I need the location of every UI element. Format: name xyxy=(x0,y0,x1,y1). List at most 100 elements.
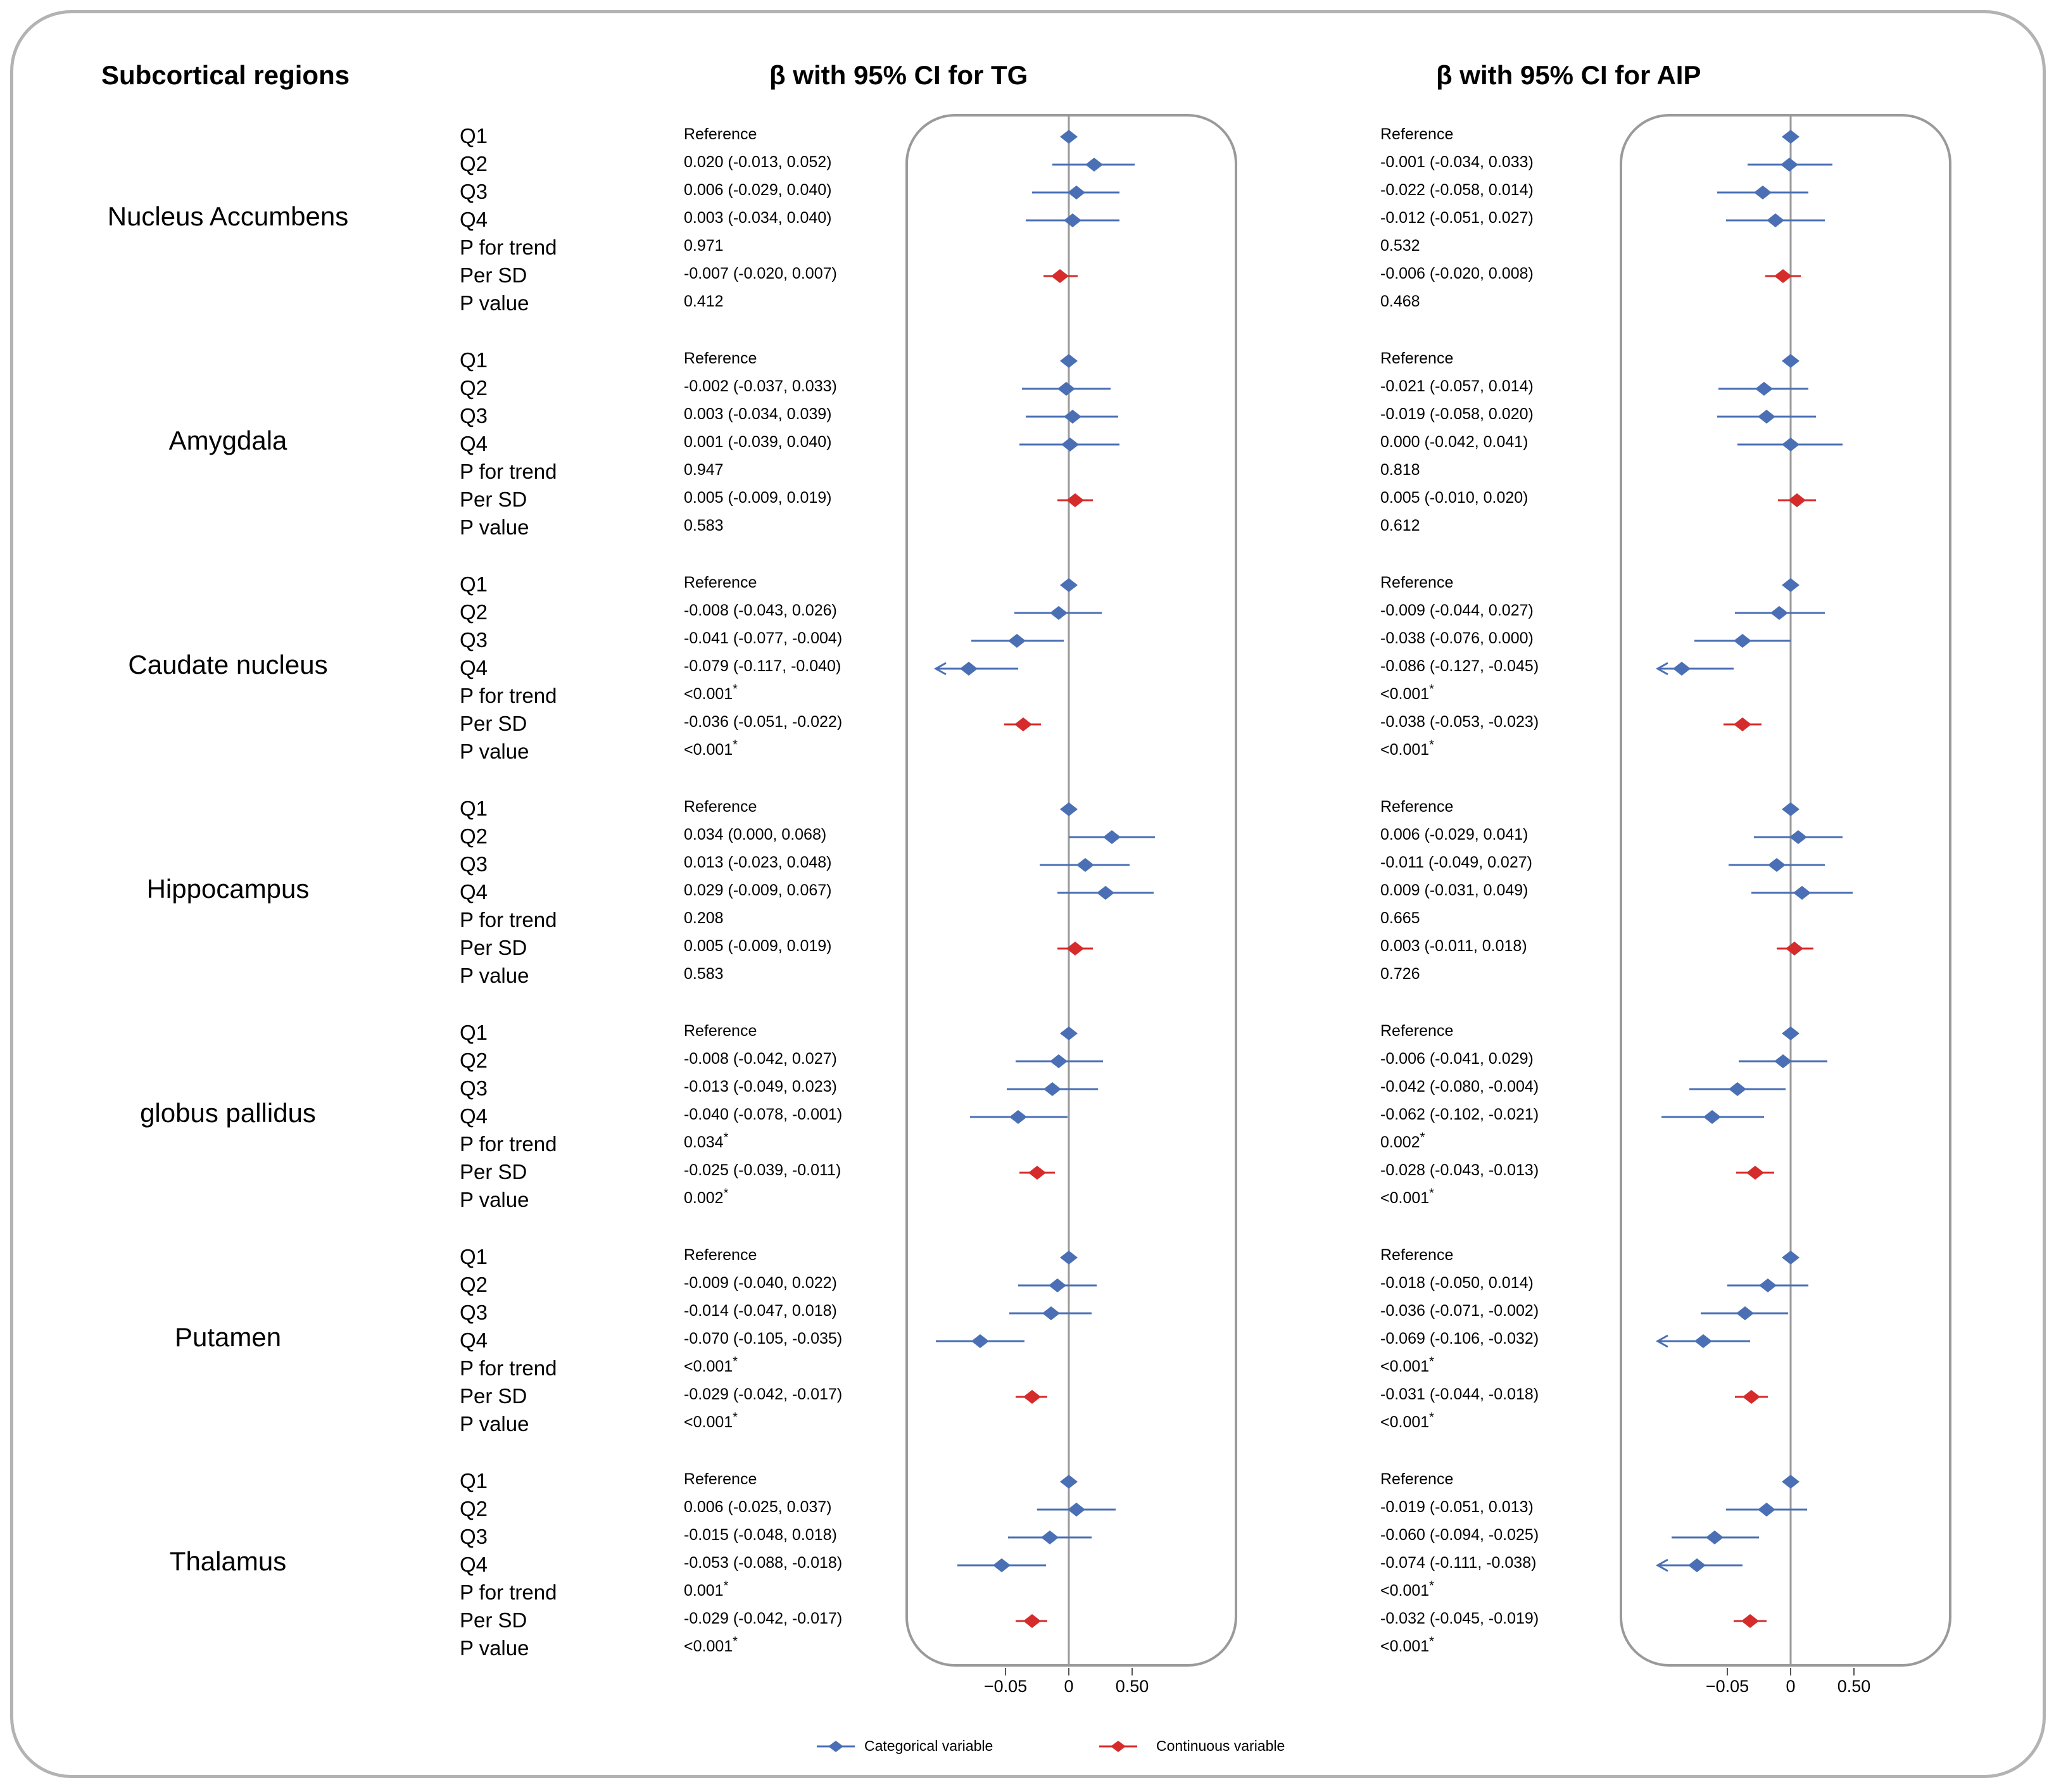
tg-value-text: Reference xyxy=(684,1470,757,1488)
aip-continuous-estimate xyxy=(1736,1166,1774,1180)
tg-tick-label: −0.05 xyxy=(983,1677,1028,1696)
aip-categorical-estimate xyxy=(1782,1026,1799,1040)
estimate-diamond xyxy=(971,1334,989,1348)
estimate-diamond xyxy=(1782,1026,1799,1040)
tg-categorical-estimate xyxy=(1060,1475,1078,1489)
aip-value-text: 0.002* xyxy=(1380,1130,1425,1151)
tg-categorical-estimate xyxy=(1052,158,1135,172)
tg-categorical-estimate xyxy=(1069,830,1155,844)
estimate-diamond xyxy=(1782,130,1799,144)
row-label: Q1 xyxy=(460,124,488,148)
aip-categorical-estimate xyxy=(1754,830,1843,844)
aip-value-text: <0.001* xyxy=(1380,1634,1434,1655)
legend-label: Continuous variable xyxy=(1156,1738,1285,1754)
estimate-diamond xyxy=(1060,354,1078,368)
row-label: Q3 xyxy=(460,1525,488,1548)
tg-value-text: -0.040 (-0.078, -0.001) xyxy=(684,1106,843,1123)
tg-value-text: 0.006 (-0.025, 0.037) xyxy=(684,1498,832,1516)
estimate-diamond xyxy=(1042,1306,1060,1320)
estimate-diamond xyxy=(1729,1082,1746,1096)
tg-value-text: -0.008 (-0.043, 0.026) xyxy=(684,602,837,619)
aip-value-text: -0.011 (-0.049, 0.027) xyxy=(1380,854,1532,871)
row-label: P value xyxy=(460,1636,529,1660)
aip-value-text: 0.532 xyxy=(1380,237,1420,255)
tg-value-text: <0.001* xyxy=(684,1410,738,1431)
aip-value-text: <0.001* xyxy=(1380,1354,1434,1375)
aip-value-text: -0.018 (-0.050, 0.014) xyxy=(1380,1274,1534,1292)
row-label: Q4 xyxy=(460,1104,488,1128)
aip-value-text: Reference xyxy=(1380,125,1454,143)
aip-value-text: Reference xyxy=(1380,1246,1454,1264)
estimate-diamond xyxy=(1097,886,1114,900)
row-label: Q2 xyxy=(460,600,488,624)
tg-value-text: 0.001* xyxy=(684,1579,729,1600)
aip-categorical-estimate xyxy=(1718,382,1808,396)
aip-categorical-estimate xyxy=(1655,662,1734,676)
tg-value-text: 0.412 xyxy=(684,293,724,310)
tg-categorical-estimate xyxy=(1014,606,1102,620)
aip-categorical-estimate xyxy=(1751,886,1853,900)
estimate-diamond xyxy=(1736,1306,1754,1320)
estimate-diamond xyxy=(1781,158,1798,172)
estimate-diamond xyxy=(1703,1110,1721,1124)
estimate-diamond xyxy=(1064,213,1081,227)
tg-categorical-estimate xyxy=(1009,1306,1092,1320)
tg-value-text: 0.003 (-0.034, 0.040) xyxy=(684,209,832,227)
row-label: Q2 xyxy=(460,1273,488,1296)
estimate-diamond xyxy=(1758,1503,1775,1517)
tg-continuous-estimate xyxy=(1016,1614,1047,1628)
aip-value-text: -0.069 (-0.106, -0.032) xyxy=(1380,1330,1539,1347)
row-label: Q3 xyxy=(460,180,488,203)
tg-categorical-estimate xyxy=(970,1110,1068,1124)
aip-continuous-estimate xyxy=(1735,1390,1768,1404)
aip-categorical-estimate xyxy=(1717,410,1816,424)
aip-categorical-estimate xyxy=(1655,1334,1750,1348)
estimate-diamond xyxy=(1023,1390,1041,1404)
row-label: P for trend xyxy=(460,684,557,707)
aip-value-text: 0.665 xyxy=(1380,909,1420,927)
tg-categorical-estimate xyxy=(1026,410,1118,424)
aip-value-text: -0.042 (-0.080, -0.004) xyxy=(1380,1078,1539,1095)
aip-categorical-estimate xyxy=(1782,802,1799,816)
aip-value-text: -0.086 (-0.127, -0.045) xyxy=(1380,657,1539,675)
row-label: P for trend xyxy=(460,460,557,483)
tg-categorical-estimate xyxy=(1060,802,1078,816)
tg-value-text: <0.001* xyxy=(684,682,738,703)
aip-value-text: <0.001* xyxy=(1380,1410,1434,1431)
row-label: Q3 xyxy=(460,1076,488,1100)
tg-categorical-estimate xyxy=(1060,578,1078,592)
row-label: Q4 xyxy=(460,208,488,231)
tg-value-text: -0.036 (-0.051, -0.022) xyxy=(684,713,843,731)
tg-value-text: 0.029 (-0.009, 0.067) xyxy=(684,881,832,899)
aip-categorical-estimate xyxy=(1694,634,1791,648)
estimate-diamond xyxy=(960,662,978,676)
tg-value-text: Reference xyxy=(684,574,757,591)
tg-categorical-estimate xyxy=(1019,438,1119,451)
row-label: Q3 xyxy=(460,1301,488,1324)
aip-categorical-estimate xyxy=(1661,1110,1764,1124)
estimate-diamond xyxy=(1743,1390,1760,1404)
aip-value-text: Reference xyxy=(1380,574,1454,591)
row-label: Q2 xyxy=(460,376,488,400)
tg-categorical-estimate xyxy=(1060,1026,1078,1040)
tg-value-text: Reference xyxy=(684,350,757,367)
tg-value-text: 0.006 (-0.029, 0.040) xyxy=(684,181,832,199)
estimate-diamond xyxy=(1782,802,1799,816)
estimate-diamond xyxy=(1782,1251,1799,1265)
title-aip-panel: β with 95% CI for AIP xyxy=(1436,60,1701,90)
estimate-diamond xyxy=(1741,1614,1759,1628)
tg-value-text: -0.029 (-0.042, -0.017) xyxy=(684,1610,843,1627)
estimate-diamond xyxy=(1076,858,1094,872)
tg-value-text: -0.002 (-0.037, 0.033) xyxy=(684,377,837,395)
row-label: P value xyxy=(460,1412,529,1435)
tg-value-text: -0.029 (-0.042, -0.017) xyxy=(684,1385,843,1403)
tg-value-text: 0.003 (-0.034, 0.039) xyxy=(684,405,832,423)
tg-value-text: -0.041 (-0.077, -0.004) xyxy=(684,629,843,647)
tg-value-text: 0.971 xyxy=(684,237,724,255)
aip-categorical-estimate xyxy=(1726,1503,1807,1517)
tg-continuous-estimate xyxy=(1016,1390,1047,1404)
tg-plot-panel xyxy=(905,114,1237,1667)
aip-value-text: Reference xyxy=(1380,1470,1454,1488)
aip-categorical-estimate xyxy=(1782,578,1799,592)
tg-value-text: Reference xyxy=(684,125,757,143)
